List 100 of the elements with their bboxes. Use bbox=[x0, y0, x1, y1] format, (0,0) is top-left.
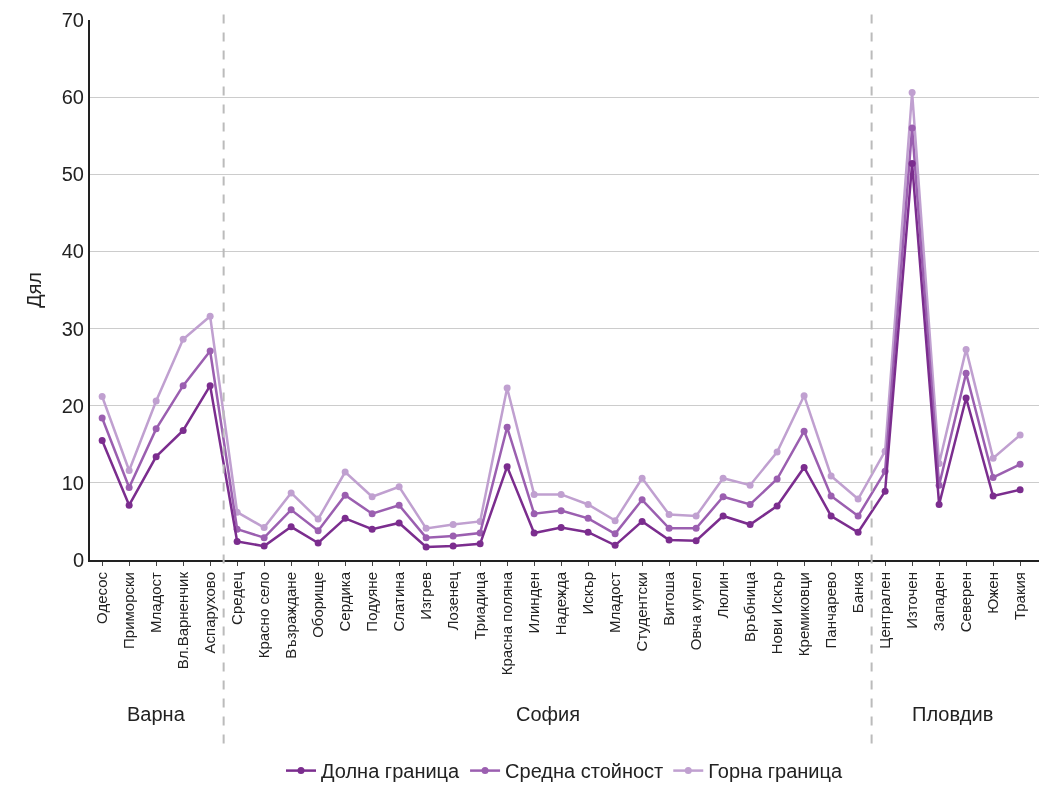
point bbox=[962, 369, 970, 377]
point bbox=[314, 539, 322, 547]
point bbox=[287, 489, 295, 497]
x-tick-label: Надежда bbox=[552, 571, 570, 636]
x-tick-label: Изгрев bbox=[417, 571, 435, 620]
point bbox=[638, 517, 646, 525]
x-tick-label: Илинден bbox=[525, 572, 543, 634]
point bbox=[827, 512, 835, 520]
point bbox=[368, 493, 376, 501]
point bbox=[530, 510, 538, 518]
point bbox=[611, 517, 619, 525]
point bbox=[719, 512, 727, 520]
point bbox=[800, 463, 808, 471]
point bbox=[341, 468, 349, 476]
x-tick-label: Вл.Варненчик bbox=[174, 571, 192, 670]
x-tick-label: Слатина bbox=[390, 571, 408, 632]
point bbox=[152, 453, 160, 461]
y-tick-label: 0 bbox=[72, 549, 84, 571]
point bbox=[611, 530, 619, 538]
point bbox=[854, 495, 862, 503]
x-tick-label: Аспарухово bbox=[201, 572, 219, 654]
point bbox=[692, 524, 700, 532]
point bbox=[854, 528, 862, 536]
point bbox=[125, 483, 133, 491]
x-tick-label: Оборище bbox=[309, 572, 327, 638]
point bbox=[746, 500, 754, 508]
point bbox=[152, 425, 160, 433]
point bbox=[719, 474, 727, 482]
point bbox=[557, 490, 565, 498]
point bbox=[287, 506, 295, 514]
point bbox=[827, 472, 835, 480]
point bbox=[233, 537, 241, 545]
x-tick-label: Приморски bbox=[120, 572, 138, 649]
point bbox=[800, 392, 808, 400]
x-tick-label: Лозенец bbox=[444, 571, 462, 631]
y-tick-label: 70 bbox=[61, 9, 84, 31]
point bbox=[314, 527, 322, 535]
point bbox=[368, 525, 376, 533]
point bbox=[881, 487, 889, 495]
point bbox=[422, 534, 430, 542]
point bbox=[503, 423, 511, 431]
point bbox=[314, 515, 322, 523]
x-tick-label: Младост bbox=[605, 571, 623, 634]
x-tick-label: Връбница bbox=[740, 571, 758, 642]
y-axis-title: Дял bbox=[22, 271, 45, 309]
point bbox=[476, 540, 484, 548]
x-tick-label: Красно село bbox=[255, 572, 273, 659]
point bbox=[449, 521, 457, 529]
point bbox=[638, 474, 646, 482]
point bbox=[584, 514, 592, 522]
point bbox=[530, 529, 538, 537]
point bbox=[449, 542, 457, 550]
point bbox=[746, 521, 754, 529]
x-tick-label: Сердика bbox=[336, 571, 354, 632]
point bbox=[908, 124, 916, 132]
point bbox=[449, 532, 457, 540]
point bbox=[557, 524, 565, 532]
point bbox=[584, 528, 592, 536]
point bbox=[503, 384, 511, 392]
point bbox=[98, 436, 106, 444]
point bbox=[908, 159, 916, 167]
point bbox=[260, 534, 268, 542]
point bbox=[584, 500, 592, 508]
point bbox=[179, 426, 187, 434]
point bbox=[98, 392, 106, 400]
y-tick-label: 10 bbox=[61, 471, 84, 494]
x-tick-label: Студентски bbox=[632, 572, 650, 652]
text: Варна bbox=[127, 703, 186, 725]
point bbox=[206, 347, 214, 355]
x-tick-label: Искър bbox=[578, 572, 596, 615]
legend-label: Средна стойност bbox=[505, 760, 664, 783]
y-tick-label: 60 bbox=[61, 86, 84, 109]
point bbox=[908, 89, 916, 97]
point bbox=[665, 524, 673, 532]
point bbox=[692, 537, 700, 545]
legend-label: Горна граница bbox=[708, 760, 843, 783]
x-tick-label: Красна поляна bbox=[498, 571, 516, 676]
point bbox=[260, 542, 268, 550]
point bbox=[152, 397, 160, 405]
point bbox=[989, 454, 997, 462]
point bbox=[503, 463, 511, 471]
x-tick-label: Южен bbox=[983, 572, 1001, 614]
point bbox=[665, 510, 673, 518]
x-tick-label: Кремиковци bbox=[794, 572, 812, 657]
point bbox=[665, 536, 673, 544]
point bbox=[287, 523, 295, 531]
point bbox=[800, 427, 808, 435]
text: Пловдив bbox=[912, 703, 994, 725]
x-tick-label: Възраждане bbox=[282, 572, 300, 659]
x-tick-label: Люлин bbox=[713, 572, 731, 619]
point bbox=[692, 512, 700, 520]
x-tick-label: Банкя bbox=[848, 572, 866, 614]
point bbox=[179, 382, 187, 390]
point bbox=[125, 467, 133, 475]
point bbox=[368, 510, 376, 518]
x-tick-label: Панчарево bbox=[821, 572, 839, 649]
point bbox=[773, 448, 781, 456]
x-tick-label: Подуяне bbox=[363, 572, 381, 632]
point bbox=[395, 501, 403, 509]
y-tick-label: 40 bbox=[61, 240, 84, 263]
